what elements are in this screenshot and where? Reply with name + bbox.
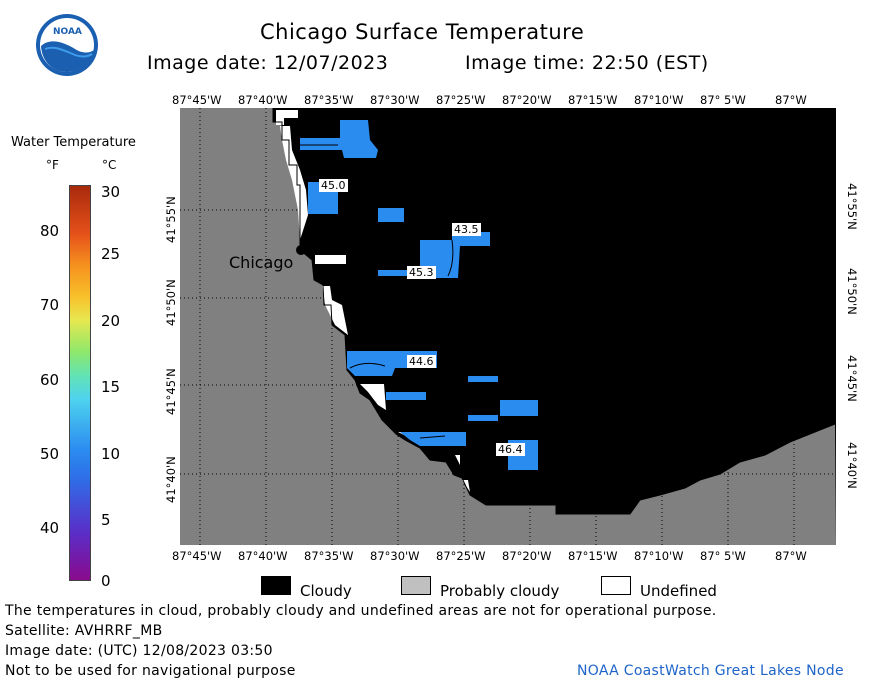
lon-label: 87°30'W xyxy=(370,549,420,563)
f-tick-40: 40 xyxy=(40,519,60,537)
temp-label: 46.4 xyxy=(496,443,525,456)
map-area xyxy=(180,108,836,545)
temp-label: 45.3 xyxy=(407,266,436,279)
lon-label: 87°25'W xyxy=(436,549,486,563)
c-tick-5: 5 xyxy=(101,511,111,529)
lon-label: 87°20'W xyxy=(502,549,552,563)
probably-cloudy-swatch xyxy=(401,576,431,595)
lon-label: 87°W xyxy=(775,549,807,563)
coastline xyxy=(272,108,836,515)
lon-label: 87°40'W xyxy=(238,93,288,107)
lon-label: 87°35'W xyxy=(304,93,354,107)
lon-label: 87°45'W xyxy=(172,549,222,563)
lon-label: 87° 5'W xyxy=(700,549,746,563)
chicago-marker xyxy=(296,245,306,255)
f-tick-70: 70 xyxy=(40,296,60,314)
lon-label: 87°15'W xyxy=(568,93,618,107)
page-title: Chicago Surface Temperature xyxy=(260,20,585,44)
lat-label: 41°45'N xyxy=(164,368,178,415)
c-tick-0: 0 xyxy=(101,572,111,590)
cloudy-label: Cloudy xyxy=(300,582,352,600)
lon-label: 87°40'W xyxy=(238,549,288,563)
lat-label: 41°40'N xyxy=(164,456,178,503)
cloudy-swatch xyxy=(261,576,291,595)
f-tick-50: 50 xyxy=(40,445,60,463)
c-tick-20: 20 xyxy=(101,312,121,330)
celsius-unit: °C xyxy=(102,158,117,172)
f-tick-60: 60 xyxy=(40,371,60,389)
lat-label: 41°50'N xyxy=(845,268,859,315)
temp-label: 45.0 xyxy=(319,179,348,192)
lat-label: 41°55'N xyxy=(164,196,178,243)
image-date: Image date: 12/07/2023 xyxy=(147,52,389,74)
scale-title: Water Temperature xyxy=(11,135,136,150)
c-tick-10: 10 xyxy=(101,445,121,463)
lon-label: 87°35'W xyxy=(304,549,354,563)
lon-label: 87°W xyxy=(775,93,807,107)
utc-date-text: Image date: (UTC) 12/08/2023 03:50 xyxy=(5,643,273,659)
undefined-label: Undefined xyxy=(640,582,717,600)
temp-label: 43.5 xyxy=(452,223,481,236)
city-label: Chicago xyxy=(229,253,294,272)
lon-label: 87°25'W xyxy=(436,93,486,107)
lon-label: 87° 5'W xyxy=(700,93,746,107)
c-tick-15: 15 xyxy=(101,378,121,396)
lon-label: 87°10'W xyxy=(634,549,684,563)
logo-text: NOAA xyxy=(53,27,82,37)
color-scale-bar xyxy=(69,185,91,581)
f-tick-80: 80 xyxy=(40,222,60,240)
graticule xyxy=(180,108,836,545)
coastwatch-credit: NOAA CoastWatch Great Lakes Node xyxy=(577,663,844,679)
lon-label: 87°15'W xyxy=(568,549,618,563)
lat-label: 41°40'N xyxy=(845,442,859,489)
water-temperature-areas xyxy=(300,120,538,470)
image-time: Image time: 22:50 (EST) xyxy=(465,52,709,74)
lat-label: 41°50'N xyxy=(164,279,178,326)
lon-label: 87°30'W xyxy=(370,93,420,107)
fahrenheit-unit: °F xyxy=(46,158,59,172)
nav-warning-text: Not to be used for navigational purpose xyxy=(5,663,296,679)
c-tick-25: 25 xyxy=(101,245,121,263)
lon-label: 87°45'W xyxy=(172,93,222,107)
land-area xyxy=(180,108,836,545)
undefined-swatch xyxy=(601,576,631,595)
temp-label: 44.6 xyxy=(407,355,436,368)
disclaimer-text: The temperatures in cloud, probably clou… xyxy=(5,603,717,619)
noaa-logo: NOAA xyxy=(35,13,99,77)
contour-lines xyxy=(300,144,454,439)
satellite-text: Satellite: AVHRRF_MB xyxy=(5,623,163,639)
lon-label: 87°20'W xyxy=(502,93,552,107)
lon-label: 87°10'W xyxy=(634,93,684,107)
probably-cloudy-label: Probably cloudy xyxy=(440,582,560,600)
c-tick-30: 30 xyxy=(101,183,121,201)
lat-label: 41°45'N xyxy=(845,355,859,402)
lat-label: 41°55'N xyxy=(845,183,859,230)
